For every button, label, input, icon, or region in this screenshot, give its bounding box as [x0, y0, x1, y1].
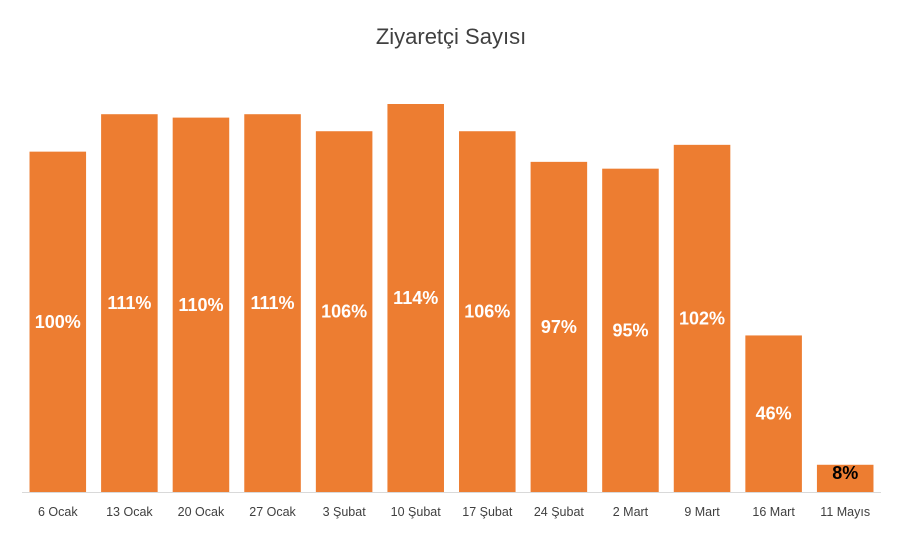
data-labels: 100% 111% 110% 111% 106% 114% 106% 97% 95% 102% 46…	[35, 288, 858, 483]
bar-4	[244, 114, 301, 493]
bar-8	[530, 161, 588, 493]
x-tick-label: 10 Şubat	[391, 505, 442, 519]
data-label: 110%	[178, 295, 223, 315]
x-tick-label: 13 Ocak	[106, 505, 153, 519]
x-tick-label: 11 Mayıs	[820, 505, 870, 519]
data-label: 95%	[612, 320, 648, 340]
chart-title: Ziyaretçi Sayısı	[376, 24, 526, 49]
bar-6	[387, 104, 444, 492]
bar-1	[29, 151, 87, 492]
bar-3	[172, 117, 230, 493]
data-label: 106%	[321, 302, 367, 322]
data-label: 102%	[679, 308, 725, 328]
data-label: 46%	[756, 404, 792, 424]
data-label: 114%	[393, 288, 438, 308]
bar-11	[745, 335, 802, 492]
x-tick-label: 6 Ocak	[38, 505, 78, 519]
x-tick-label: 3 Şubat	[323, 505, 367, 519]
x-tick-label: 16 Mart	[752, 505, 795, 519]
x-tick-label: 27 Ocak	[249, 505, 296, 519]
bar-7	[459, 131, 516, 493]
bars-group	[29, 104, 874, 493]
x-tick-labels: 6 Ocak 13 Ocak 20 Ocak 27 Ocak 3 Şubat 10 Şub…	[38, 505, 870, 519]
bar-2	[101, 114, 158, 493]
x-tick-label: 20 Ocak	[178, 505, 225, 519]
bar-12	[816, 464, 874, 492]
x-tick-label: 2 Mart	[613, 505, 649, 519]
x-tick-label: 9 Mart	[684, 505, 720, 519]
bar-9	[602, 168, 659, 493]
data-label: 111%	[107, 293, 151, 313]
data-label: 97%	[541, 317, 577, 337]
data-label: 8%	[832, 463, 858, 483]
data-label: 100%	[35, 312, 81, 332]
x-tick-label: 17 Şubat	[462, 505, 513, 519]
x-tick-label: 24 Şubat	[534, 505, 585, 519]
bar-5	[315, 131, 373, 493]
data-label: 111%	[251, 293, 295, 313]
data-label: 106%	[464, 302, 510, 322]
bar-10	[673, 144, 731, 492]
